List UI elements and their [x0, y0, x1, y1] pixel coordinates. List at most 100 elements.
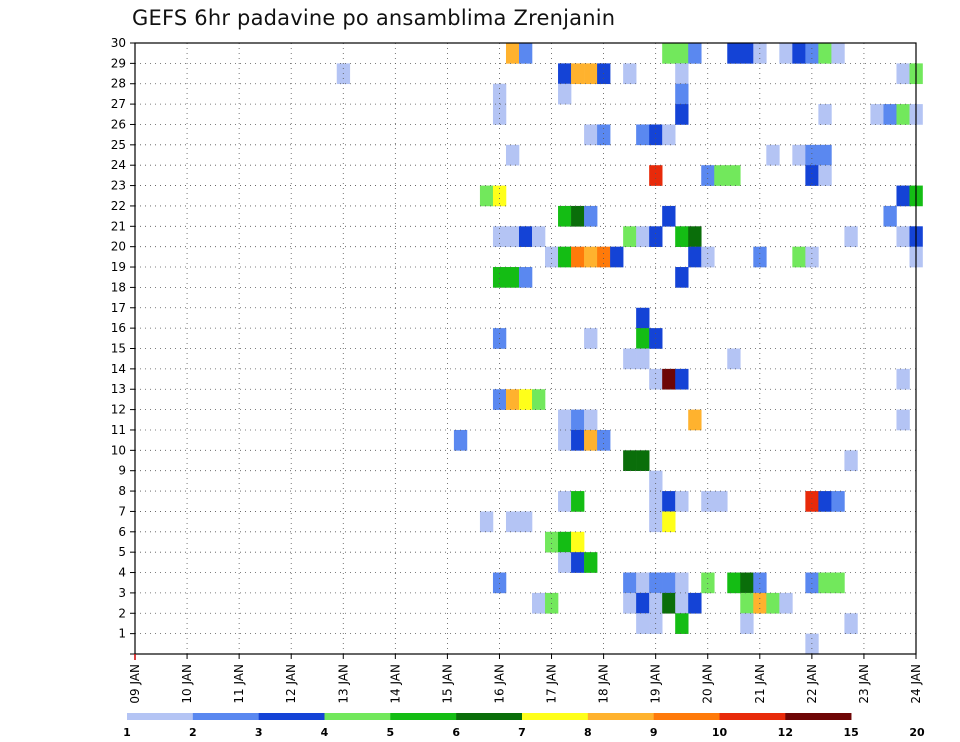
y-tick-label: 8 — [118, 484, 126, 498]
y-tick-label: 13 — [111, 382, 126, 396]
colorbar-segment — [192, 713, 259, 720]
heatmap-cell — [492, 267, 507, 288]
heatmap-cell — [505, 226, 520, 247]
colorbar-segment — [653, 713, 720, 720]
heatmap-cell — [662, 43, 676, 64]
colorbar: 1 2 3 4 5 6 7 8 9 10 12 15 20 — [123, 713, 925, 739]
heatmap-cell — [844, 450, 858, 471]
colorbar-segment — [719, 713, 786, 720]
colorbar-label: 6 — [452, 726, 460, 739]
heatmap-cell — [532, 389, 546, 410]
heatmap-cell — [584, 429, 598, 451]
colorbar-segment — [127, 713, 194, 720]
heatmap-cell — [492, 83, 507, 105]
heatmap-cell — [805, 165, 819, 186]
heatmap-cell — [766, 592, 780, 614]
y-tick-label: 25 — [111, 138, 126, 152]
heatmap-cell — [701, 491, 715, 512]
colorbar-label: 12 — [778, 726, 793, 739]
y-tick-label: 19 — [111, 260, 126, 274]
heatmap-cell — [727, 43, 741, 64]
y-tick-label: 4 — [118, 566, 126, 580]
heatmap-cell — [623, 450, 637, 471]
x-tick-label: 14 JAN — [388, 664, 402, 704]
heatmap-cell — [649, 124, 663, 146]
heatmap-cell — [505, 144, 520, 166]
heatmap-cell — [662, 491, 676, 512]
heatmap-cell — [805, 246, 819, 268]
heatmap-cell — [688, 592, 702, 614]
heatmap-cell — [805, 572, 819, 594]
y-tick-label: 10 — [111, 443, 126, 457]
y-tick-label: 22 — [111, 199, 126, 213]
y-tick-label: 30 — [111, 36, 126, 50]
heatmap-cell — [688, 226, 702, 247]
heatmap-cell — [701, 572, 715, 594]
heatmap-cell — [584, 124, 598, 146]
heatmap-cell — [896, 63, 910, 85]
heatmap-cell — [675, 104, 689, 125]
heatmap-cell — [505, 511, 520, 533]
heatmap-cell — [584, 205, 598, 227]
heatmap-cell — [649, 572, 663, 594]
heatmap-cell — [571, 552, 585, 573]
heatmap-cell — [597, 124, 611, 146]
heatmap-cell — [818, 491, 832, 512]
x-tick-label: 18 JAN — [597, 664, 611, 704]
heatmap-cell — [636, 450, 650, 471]
heatmap-cell — [662, 511, 676, 533]
heatmap-cell — [740, 572, 754, 594]
x-tick-label: 16 JAN — [492, 664, 506, 704]
heatmap-cell — [727, 165, 741, 186]
y-tick-label: 15 — [111, 342, 126, 356]
heatmap-cell — [805, 144, 819, 166]
heatmap-cell — [896, 409, 910, 431]
y-tick-label: 21 — [111, 219, 126, 233]
heatmap-cell — [558, 531, 572, 553]
heatmap-cell — [571, 531, 585, 553]
y-tick-label: 28 — [111, 77, 126, 91]
heatmap-cell — [662, 572, 676, 594]
heatmap-cell — [571, 63, 585, 85]
heatmap-cell — [636, 124, 650, 146]
y-tick-label: 17 — [111, 301, 126, 315]
heatmap-cell — [649, 511, 663, 533]
heatmap-cell — [584, 552, 598, 573]
heatmap-cell — [558, 246, 572, 268]
heatmap-cell — [727, 572, 741, 594]
x-tick-label: 24 JAN — [909, 664, 923, 704]
heatmap-cell — [675, 226, 689, 247]
heatmap-cell — [688, 409, 702, 431]
colorbar-segment — [456, 713, 523, 720]
heatmap-cell — [662, 205, 676, 227]
heatmap-cell — [558, 552, 572, 573]
heatmap-cell — [662, 368, 676, 390]
heatmap-cell — [844, 226, 858, 247]
heatmap-cell — [675, 592, 689, 614]
x-tick-label: 20 JAN — [701, 664, 715, 704]
heatmap-cell — [571, 491, 585, 512]
y-tick-label: 20 — [111, 240, 126, 254]
heatmap-cell — [636, 226, 650, 247]
y-tick-label: 11 — [111, 423, 126, 437]
heatmap-cell — [636, 307, 650, 329]
heatmap-cell — [675, 613, 689, 634]
heatmap-cell — [505, 43, 520, 64]
heatmap-cell — [818, 144, 832, 166]
heatmap-cell — [896, 104, 910, 125]
heatmap-cell — [870, 104, 884, 125]
heatmap-cell — [896, 185, 910, 207]
heatmap-cell — [610, 246, 624, 268]
heatmap-cell — [688, 43, 702, 64]
x-tick-label: 11 JAN — [232, 664, 246, 704]
heatmap-cell — [558, 205, 572, 227]
heatmap-cell — [571, 246, 585, 268]
heatmap-cell — [818, 43, 832, 64]
heatmap-cell — [805, 491, 819, 512]
heatmap-cell — [753, 246, 767, 268]
heatmap-cell — [831, 491, 845, 512]
heatmap-cell — [558, 63, 572, 85]
heatmap-cell — [518, 43, 533, 64]
heatmap-cell — [571, 409, 585, 431]
